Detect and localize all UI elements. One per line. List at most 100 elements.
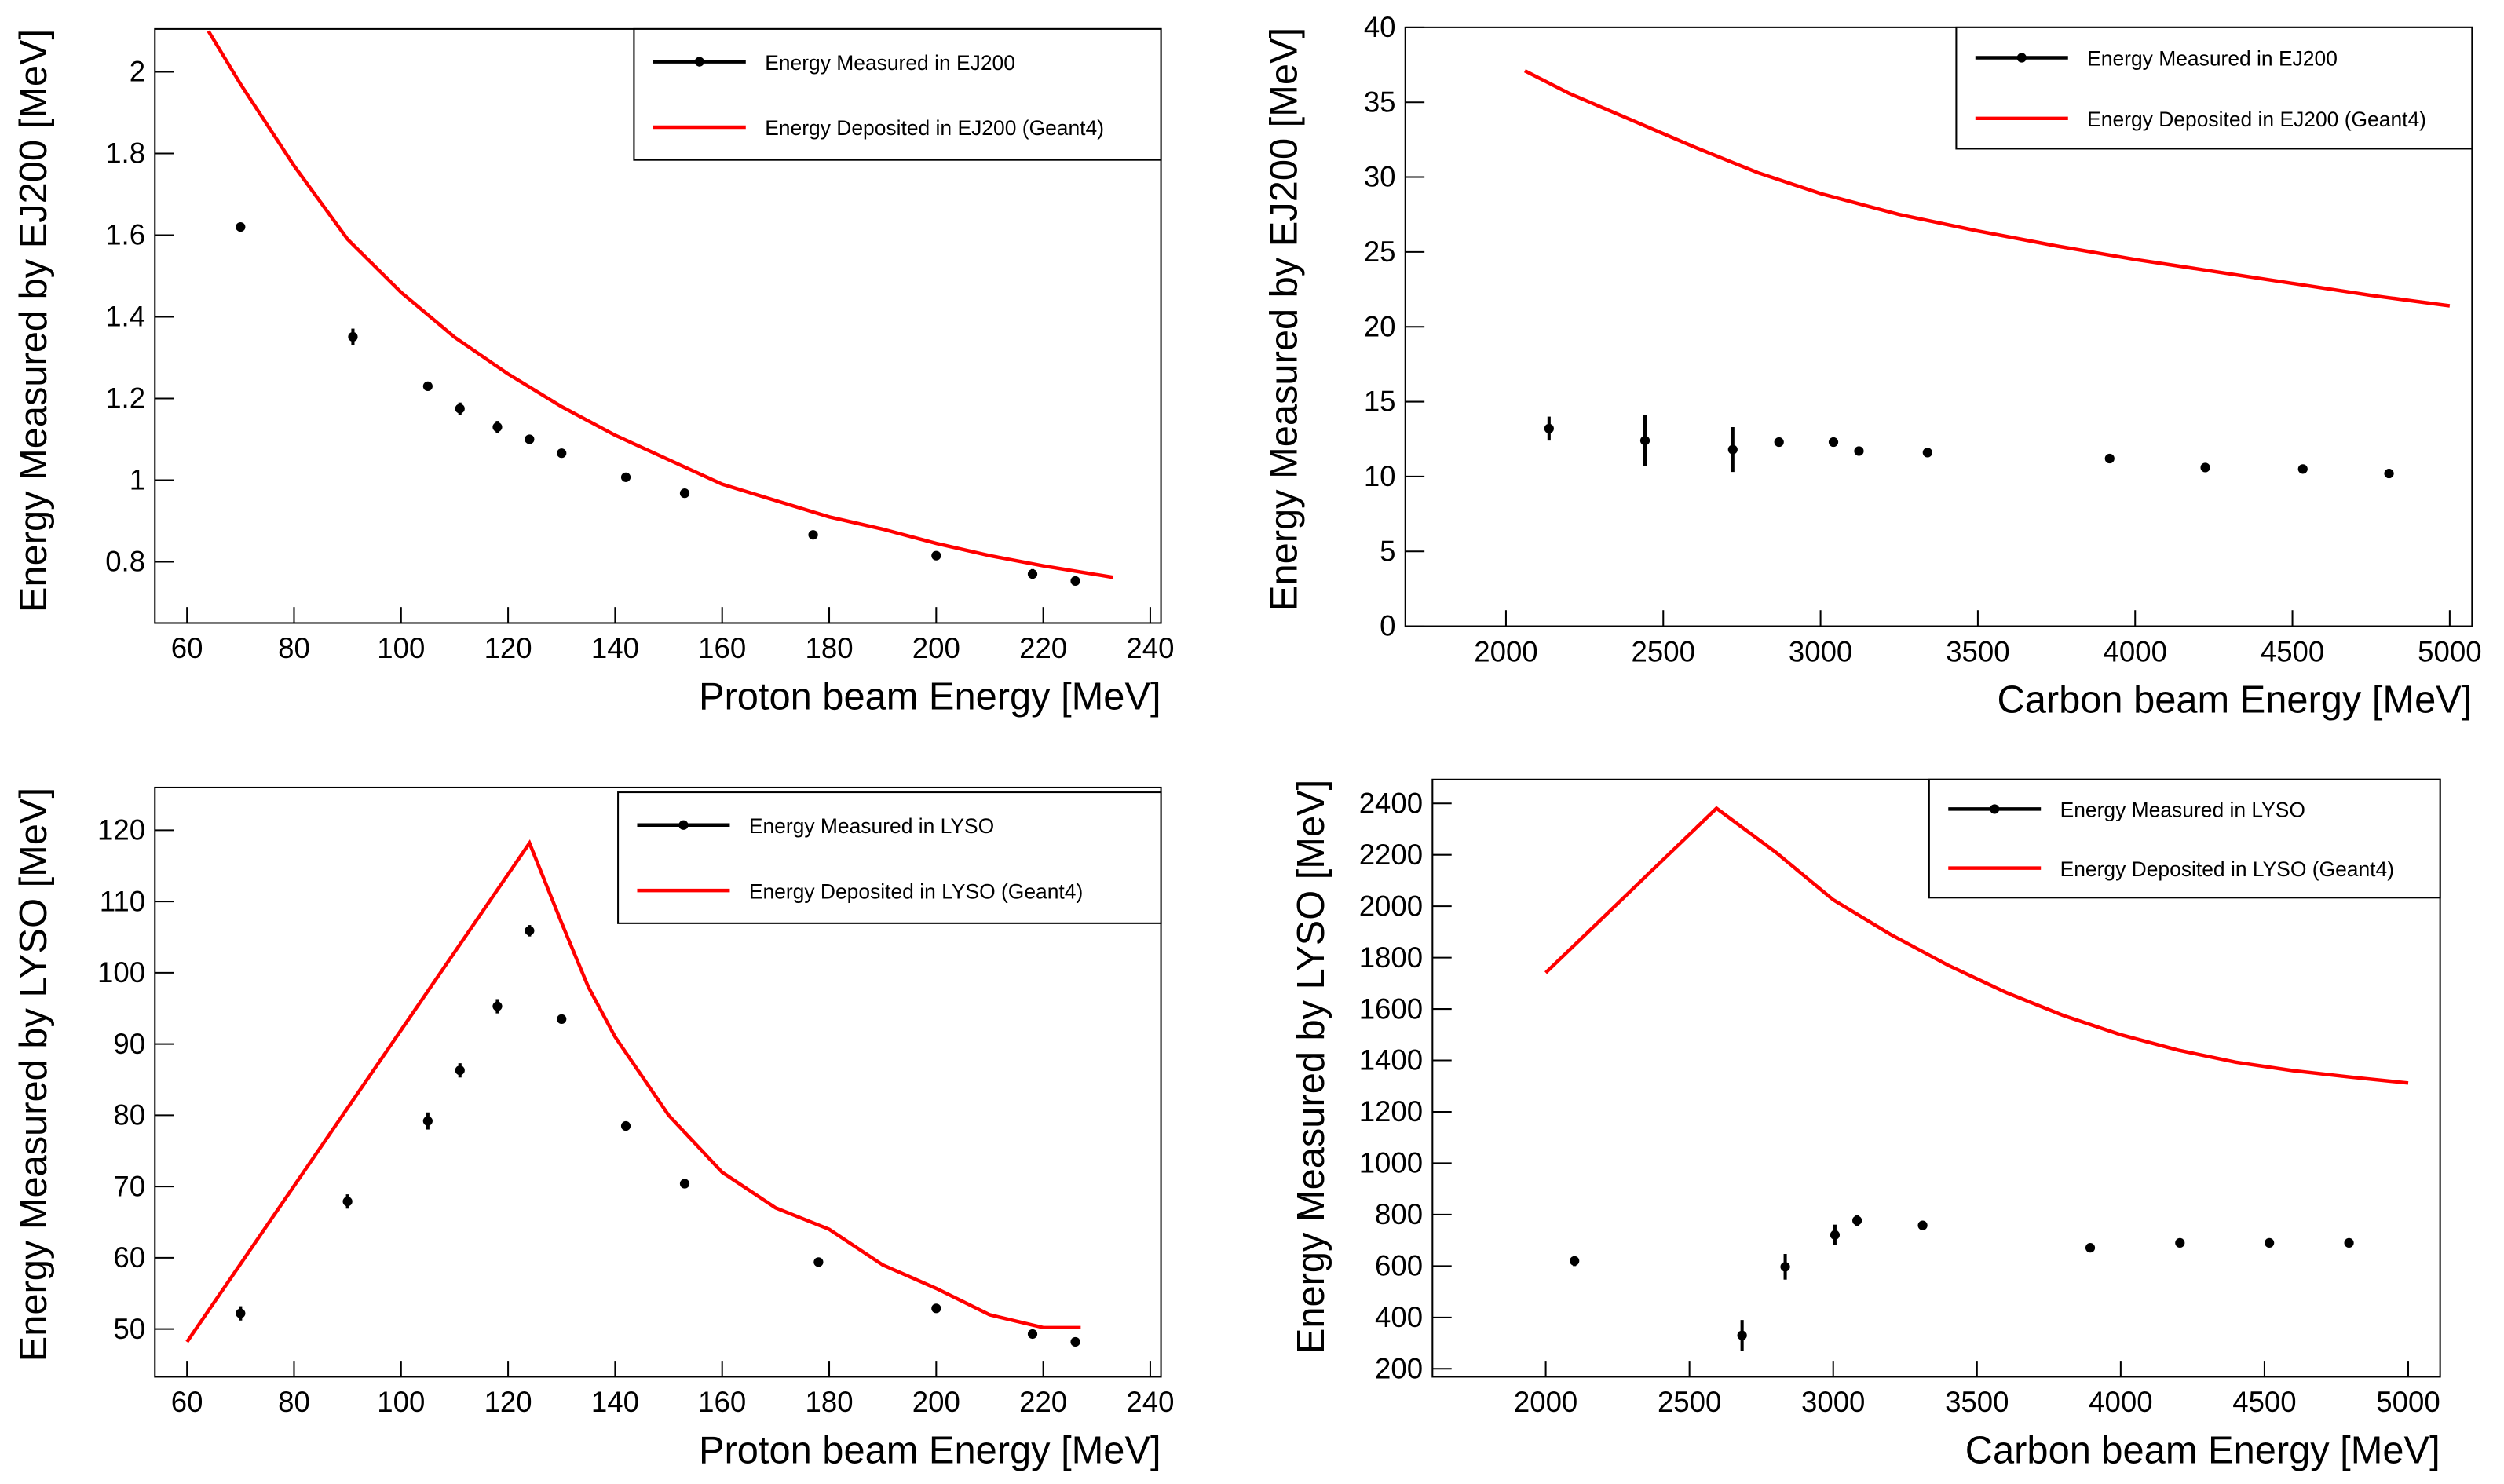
x-tick-label: 3500 xyxy=(1945,1386,2009,1418)
x-tick-label: 3000 xyxy=(1789,635,1852,667)
data-point xyxy=(1727,444,1738,455)
data-point xyxy=(1852,1215,1862,1226)
x-axis-title: Carbon beam Energy [MeV] xyxy=(1965,1429,2440,1471)
data-point xyxy=(348,331,358,342)
y-tick-label: 2000 xyxy=(1359,890,1423,922)
legend-label: Energy Measured in EJ200 xyxy=(2087,47,2338,71)
x-tick-label: 160 xyxy=(698,632,746,664)
data-point xyxy=(1544,423,1554,433)
y-tick-label: 1 xyxy=(130,464,145,496)
legend: Energy Measured in LYSO Energy Deposited … xyxy=(617,791,1162,924)
x-tick-label: 240 xyxy=(1126,632,1174,664)
y-axis-title: Energy Measured by EJ200 [MeV] xyxy=(1263,27,1305,611)
legend-box xyxy=(617,791,1162,924)
data-point xyxy=(422,381,433,391)
model-line xyxy=(1523,69,2451,308)
data-point xyxy=(1917,1220,1928,1230)
legend-label: Energy Deposited in LYSO (Geant4) xyxy=(2060,857,2394,881)
y-axis-title: Energy Measured by LYSO [MeV] xyxy=(1290,780,1332,1354)
data-point xyxy=(1070,576,1080,587)
y-tick-label: 40 xyxy=(1364,11,1396,43)
legend-box xyxy=(1928,778,2441,899)
data-point xyxy=(2344,1237,2354,1248)
plot-area xyxy=(185,839,1081,1347)
legend: Energy Measured in EJ200 Energy Deposited… xyxy=(633,27,1162,161)
x-tick-label: 100 xyxy=(377,1386,425,1418)
model-line xyxy=(1544,806,2409,1085)
x-tick-label: 240 xyxy=(1126,1386,1174,1418)
data-point xyxy=(620,1120,631,1131)
legend-label: Energy Deposited in EJ200 (Geant4) xyxy=(765,116,1104,140)
data-point xyxy=(2175,1237,2185,1248)
y-tick-label: 5 xyxy=(1380,535,1395,567)
x-tick-label: 180 xyxy=(805,632,853,664)
x-tick-label: 140 xyxy=(591,1386,639,1418)
data-point xyxy=(2265,1237,2275,1248)
x-tick-label: 120 xyxy=(484,1386,532,1418)
data-point xyxy=(1639,436,1650,446)
x-tick-label: 100 xyxy=(377,632,425,664)
data-point xyxy=(1027,1329,1038,1340)
chart-panel: 60 80 100 120 140 160 180 200 220 240 50 60 70 80 90 10… xyxy=(13,786,1174,1471)
x-tick-label: 5000 xyxy=(2418,635,2481,667)
y-tick-label: 110 xyxy=(100,885,145,917)
legend-label: Energy Deposited in EJ200 (Geant4) xyxy=(2087,108,2426,131)
data-point xyxy=(455,404,465,414)
y-tick-label: 50 xyxy=(113,1313,145,1345)
chart-panel: 2000 2500 3000 3500 4000 4500 5000 200 400 600 800… xyxy=(1290,778,2441,1471)
data-point xyxy=(1570,1256,1580,1266)
legend-dot xyxy=(694,57,704,67)
x-tick-label: 3000 xyxy=(1801,1386,1865,1418)
data-point xyxy=(2297,464,2308,474)
y-tick-label: 1.8 xyxy=(105,137,145,170)
data-point xyxy=(1737,1330,1747,1340)
data-point xyxy=(1027,568,1038,579)
y-tick-label: 200 xyxy=(1375,1352,1423,1384)
x-tick-label: 80 xyxy=(278,1386,310,1418)
legend: Energy Measured in LYSO Energy Deposited … xyxy=(1928,778,2441,899)
y-tick-label: 90 xyxy=(113,1028,145,1060)
plot-area xyxy=(207,30,1113,587)
x-tick-label: 4000 xyxy=(2089,1386,2152,1418)
data-point xyxy=(679,1179,690,1189)
y-tick-label: 2200 xyxy=(1359,839,1423,871)
x-axis-title: Proton beam Energy [MeV] xyxy=(699,675,1161,718)
x-tick-label: 60 xyxy=(171,1386,203,1418)
y-tick-label: 120 xyxy=(97,814,145,846)
legend-dot xyxy=(1990,804,2000,814)
legend-box xyxy=(633,27,1162,161)
legend-dot xyxy=(678,820,689,830)
data-point xyxy=(1828,437,1839,448)
y-tick-label: 30 xyxy=(1364,161,1396,193)
data-point xyxy=(2384,468,2394,479)
y-tick-label: 600 xyxy=(1375,1250,1423,1282)
data-point xyxy=(557,448,567,459)
data-point xyxy=(455,1065,465,1076)
legend-dot xyxy=(2016,53,2027,63)
data-point xyxy=(492,1001,503,1011)
x-tick-label: 200 xyxy=(912,632,960,664)
legend-label: Energy Measured in EJ200 xyxy=(765,51,1015,75)
y-tick-label: 1000 xyxy=(1359,1147,1423,1179)
y-tick-label: 1800 xyxy=(1359,941,1423,974)
y-tick-label: 60 xyxy=(113,1241,145,1274)
plot-area xyxy=(1523,69,2451,479)
y-tick-label: 80 xyxy=(113,1099,145,1131)
x-tick-label: 120 xyxy=(484,632,532,664)
data-point xyxy=(931,1303,941,1314)
data-point xyxy=(808,530,818,540)
data-point xyxy=(679,488,690,499)
data-point xyxy=(525,926,535,936)
x-tick-label: 5000 xyxy=(2376,1386,2440,1418)
y-tick-label: 70 xyxy=(113,1170,145,1202)
data-point xyxy=(1922,448,1932,458)
chart-panel: 60 80 100 120 140 160 180 200 220 240 0.8 1 1.2 1.4 1.… xyxy=(13,27,1174,718)
x-tick-label: 4000 xyxy=(2104,635,2167,667)
x-tick-label: 2000 xyxy=(1514,1386,1577,1418)
legend-label: Energy Deposited in LYSO (Geant4) xyxy=(749,879,1083,903)
y-tick-label: 1200 xyxy=(1359,1095,1423,1128)
data-point xyxy=(2200,462,2210,473)
